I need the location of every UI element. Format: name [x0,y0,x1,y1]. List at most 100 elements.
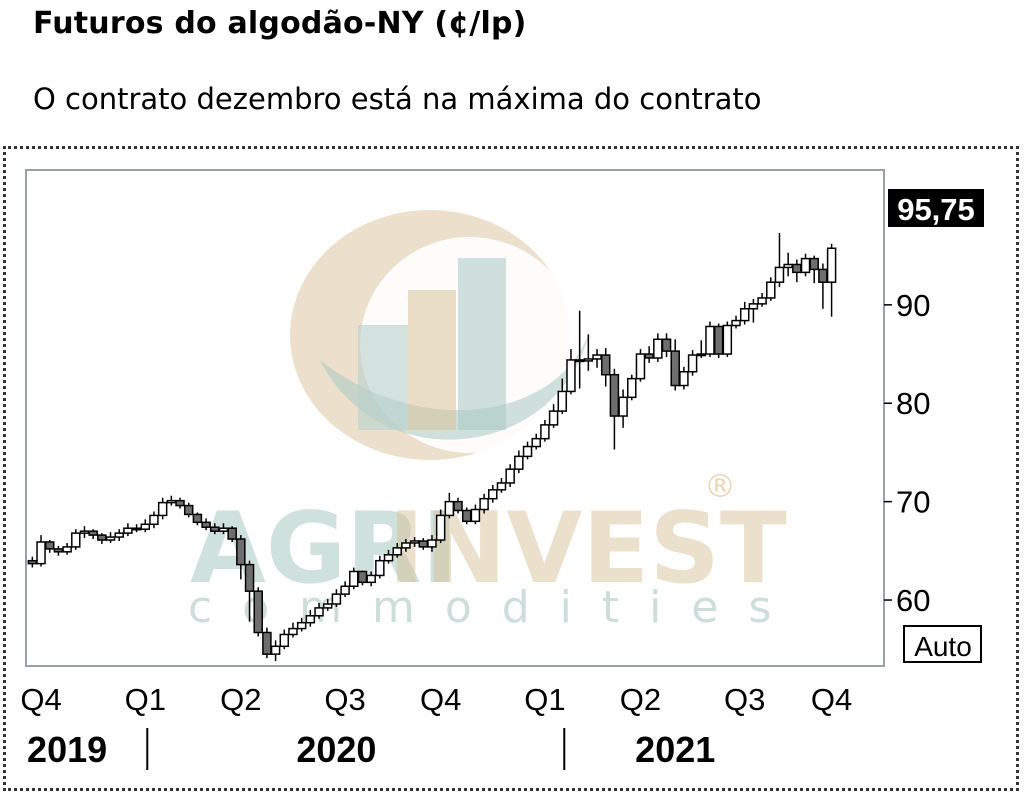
candle [766,277,776,301]
candle [114,529,124,541]
candle-body-up [218,527,229,532]
x-tick-label: Q4 [20,682,61,717]
candle [140,519,151,533]
x-tick-label: Q3 [724,682,765,717]
candle [27,556,38,568]
candle-body-up [270,645,281,655]
y-tick-label: 80 [896,386,930,421]
candle [36,535,46,567]
x-tick-label: Q1 [125,682,166,717]
x-year-label: 2020 [296,729,376,770]
candle-body-up [766,281,776,299]
candle [88,529,98,540]
candle [479,493,489,514]
candle [774,233,785,288]
candle [496,478,507,493]
candle [783,252,793,277]
candle [427,535,437,552]
plot-area [25,169,885,667]
candle-body-down [227,527,237,540]
candle-body-up [123,527,133,534]
candle [748,298,759,323]
candle-body-up [592,354,602,360]
candle [453,497,463,514]
candle-body-down [88,530,98,536]
candle-body-down [44,541,55,550]
candle [461,507,472,525]
y-tick-label: 60 [896,583,930,618]
candle-body-up [774,266,785,283]
candle [383,549,394,564]
candle [44,540,55,553]
last-price-label: 95,75 [897,192,975,227]
candle [366,571,376,587]
watermark-sub: commodities [188,582,801,633]
candle [71,529,81,550]
candle [705,321,715,357]
candle [679,366,689,390]
candle-body-up [739,308,750,322]
candle-body-down [644,353,654,359]
auto-scale-button-box[interactable] [903,625,982,663]
candle-body-up [548,410,559,426]
candle [349,567,359,590]
candle-body-down [713,325,724,355]
candle [670,339,680,391]
y-tick-label: 90 [896,288,930,323]
candle-body-up [140,523,151,530]
candle [531,433,541,450]
candle-body-up [514,455,524,470]
auto-scale-button-label[interactable]: Auto [914,631,972,662]
candle-body-down [461,509,472,523]
candle [514,450,524,474]
candle [262,627,272,659]
candle [696,340,707,358]
agrinvest-watermark: AGRI INVEST ® commodities [188,210,801,633]
candle-body-down [818,268,828,283]
candle [296,617,307,632]
candle [279,629,290,650]
candle-body-down [574,359,585,363]
candle-body-up [635,353,646,380]
candle-body-up [383,554,394,562]
candle-body-up [470,508,481,523]
candle-body-up [62,546,72,553]
candle [357,570,368,586]
candle [123,523,133,537]
candle [314,602,324,619]
candle [62,542,72,555]
candle-body-up [618,396,628,417]
candle [322,599,333,611]
candle [731,315,741,329]
candle [713,323,724,358]
candle-body-down [244,563,255,592]
candle [583,334,594,371]
watermark-brand-left: AGRI [190,492,458,606]
candles-group [27,233,837,662]
candle [627,374,637,401]
candle-body-up [557,390,568,412]
candle-body-up [149,514,159,526]
candle-body-down [357,570,368,584]
candle [305,609,316,627]
candle-body-down [418,540,429,548]
candle-body-up [531,437,541,448]
x-tick-label: Q4 [420,682,461,717]
candle-body-up [522,445,533,458]
candle [166,495,177,506]
x-tick-label: Q1 [524,682,565,717]
candle-body-down [175,499,185,507]
candle [505,464,515,487]
candle-body-up [114,532,124,538]
chart-title: Futuros do algodão-NY (¢/lp) [33,6,527,41]
candle-body-up [722,324,733,355]
candle [288,622,298,638]
watermark-registered-mark: ® [704,467,736,505]
candle-body-down [792,263,802,274]
auto-scale-button[interactable]: Auto [903,625,982,663]
candle-body-down [253,590,263,634]
candle [105,532,116,543]
candle-body-up [583,358,594,362]
candle-body-down [201,521,211,528]
candle [131,524,142,533]
